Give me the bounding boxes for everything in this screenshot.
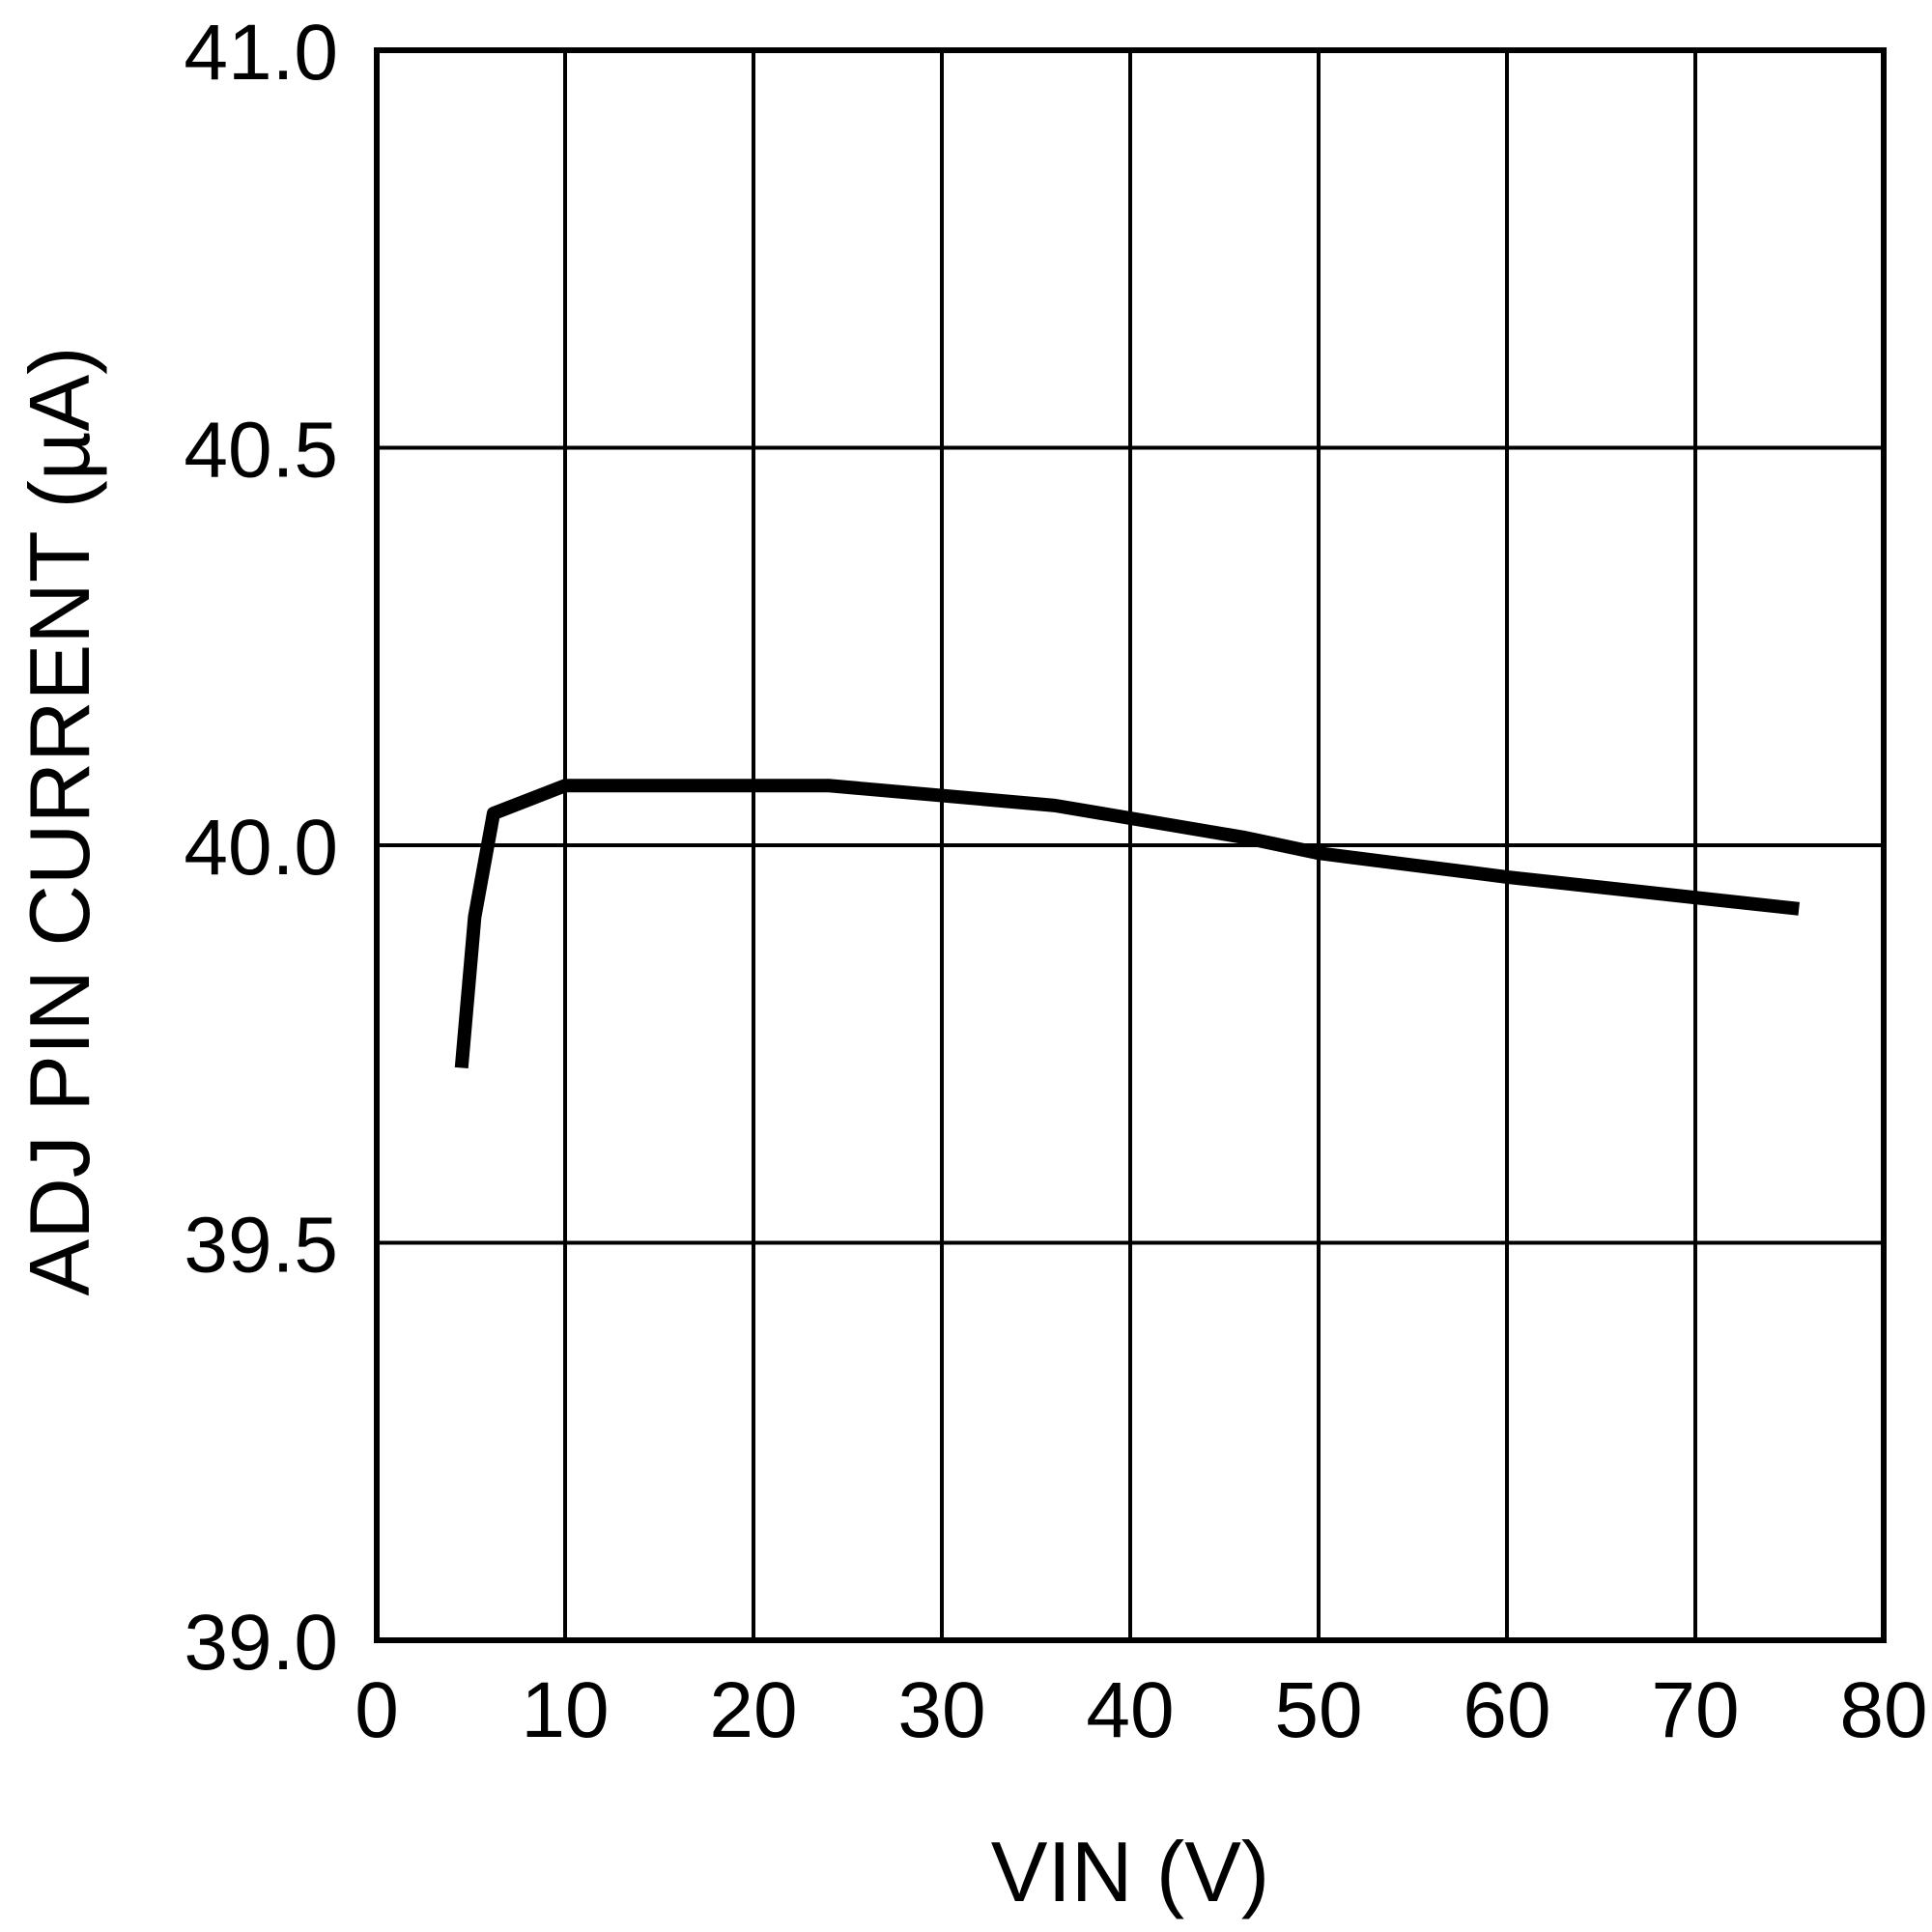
- x-tick-label: 10: [521, 1666, 609, 1754]
- x-tick-label: 0: [355, 1666, 399, 1754]
- x-tick-label: 80: [1839, 1666, 1927, 1754]
- x-tick-label: 70: [1651, 1666, 1739, 1754]
- y-axis-ticks: 39.0 39.5 40.0 40.5 41.0: [184, 9, 338, 1687]
- x-axis-ticks: 0 10 20 30 40 50 60 70 80: [355, 1666, 1927, 1754]
- series-group: [454, 779, 1801, 1069]
- x-axis-label: VIN (V): [991, 1824, 1269, 1919]
- y-axis-label: ADJ PIN CURRENT (µA): [12, 347, 107, 1296]
- x-tick-label: 20: [709, 1666, 797, 1754]
- y-tick-label: 40.5: [184, 407, 338, 495]
- x-tick-label: 30: [897, 1666, 985, 1754]
- series-line-0: [454, 779, 1801, 1069]
- y-tick-label: 39.5: [184, 1202, 338, 1290]
- y-tick-label: 41.0: [184, 9, 338, 97]
- x-tick-label: 40: [1086, 1666, 1174, 1754]
- grid: [375, 48, 1886, 1642]
- plot-frame: [374, 47, 1887, 1643]
- x-tick-label: 50: [1274, 1666, 1362, 1754]
- y-tick-label: 39.0: [184, 1599, 338, 1687]
- x-tick-label: 60: [1463, 1666, 1550, 1754]
- y-tick-label: 40.0: [184, 804, 338, 892]
